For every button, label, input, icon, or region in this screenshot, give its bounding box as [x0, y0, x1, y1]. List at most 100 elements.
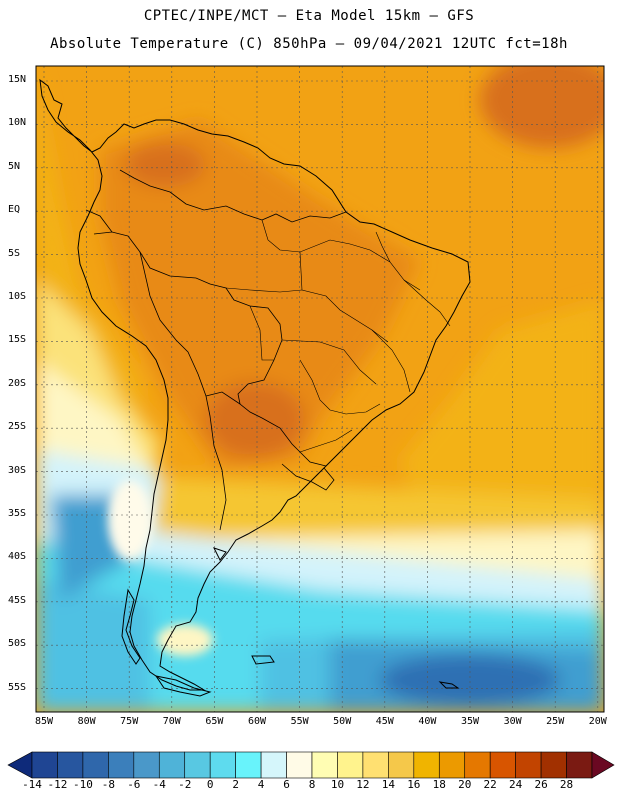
colorbar-segment — [286, 751, 313, 779]
lon-label: 20W — [588, 716, 607, 727]
colorbar-segment — [388, 751, 415, 779]
colorbar-segment — [464, 751, 491, 779]
colorbar-tick-label: 14 — [381, 778, 395, 791]
border-peru-bolivia-argentina — [139, 251, 227, 531]
states-north — [261, 219, 421, 291]
valdes-peninsula — [213, 547, 227, 561]
colorbar-high-arrow — [591, 751, 615, 779]
lat-label: 25S — [8, 421, 27, 433]
colorbar-segment — [108, 751, 135, 779]
colorbar-segment — [235, 751, 262, 779]
lat-label: 55S — [8, 681, 27, 693]
colorbar — [7, 751, 615, 779]
lat-label: 5S — [8, 247, 21, 259]
tierra-del-fuego — [154, 675, 212, 697]
lat-label: 35S — [8, 508, 27, 519]
country-borders — [85, 169, 347, 531]
border-guianas — [261, 211, 347, 223]
colorbar-segment — [260, 751, 287, 779]
colorbar-segment — [133, 751, 160, 779]
field-west-cream — [36, 360, 150, 480]
states-mato-grosso — [249, 305, 274, 361]
states-amazonas-para — [225, 287, 303, 293]
lon-label: 55W — [290, 716, 309, 727]
lon-label: 75W — [120, 716, 139, 727]
border-ecuador — [85, 209, 113, 233]
lon-label: 40W — [418, 716, 437, 727]
lon-label: 50W — [333, 716, 352, 727]
lon-label: 65W — [205, 716, 224, 727]
states-goias — [281, 339, 377, 385]
states-south — [299, 429, 353, 453]
lat-label: 15S — [8, 334, 27, 346]
field-warm-continent — [100, 120, 420, 470]
field-cream-patagonia — [157, 624, 213, 656]
colorbar-tick-label: 10 — [330, 778, 345, 791]
field-darkblue-core — [380, 654, 560, 706]
lon-label: 60W — [247, 716, 267, 727]
lat-label: 10N — [8, 117, 27, 129]
lat-label: EQ — [8, 204, 21, 216]
colorbar-segment — [158, 751, 186, 779]
states-southeast — [299, 359, 381, 415]
colorbar-tick-label: 4 — [257, 778, 265, 791]
south-georgia — [438, 681, 460, 689]
colorbar-tick-label: 20 — [458, 778, 472, 791]
colorbar-tick-label: 0 — [206, 778, 214, 791]
colorbar-segment — [209, 751, 236, 779]
colorbar-segment — [311, 751, 338, 779]
chart-subtitle: Absolute Temperature (C) 850hPa – 09/04/… — [50, 36, 568, 52]
colorbar-segment — [31, 751, 58, 779]
colorbar-tick-label: 8 — [308, 778, 316, 791]
colorbar-tick-label: 16 — [407, 778, 421, 791]
colorbar-tick-label: 12 — [356, 778, 370, 791]
states-maranhao — [375, 231, 391, 263]
lat-label: 40S — [8, 551, 27, 563]
field-hot-venezuela — [125, 143, 205, 187]
lat-label: 45S — [8, 594, 27, 606]
colorbar-tick-label: -6 — [127, 778, 141, 791]
states-northeast — [403, 279, 451, 327]
border-uruguay — [281, 463, 335, 491]
colorbar-tick-label: 26 — [534, 778, 548, 791]
lat-label: 50S — [8, 638, 27, 650]
colorbar-segment — [438, 751, 466, 779]
state-borders — [225, 219, 451, 453]
south-america-coast — [39, 78, 471, 691]
colorbar-segment — [566, 751, 593, 779]
field-lightblue-west — [36, 580, 150, 712]
border-brazil-west — [93, 231, 327, 467]
field-hot-paraguay — [205, 382, 305, 458]
field-hot-northeast — [480, 66, 604, 148]
plot-frame — [35, 65, 605, 713]
chile-fjords — [121, 588, 141, 665]
lon-label: 85W — [34, 716, 54, 727]
colorbar-segment — [362, 751, 389, 779]
field-white-chile — [108, 480, 152, 560]
lon-label: 35W — [460, 716, 480, 727]
colorbar-tick-label: 18 — [432, 778, 446, 791]
lat-label: 30S — [8, 464, 27, 476]
colorbar-tick-label: -8 — [101, 778, 115, 791]
colorbar-segment — [489, 751, 516, 779]
temperature-field — [36, 66, 604, 712]
colorbar-segment — [57, 751, 84, 779]
border-venezuela-colombia — [119, 169, 263, 221]
colorbar-tick-label: -10 — [72, 778, 93, 791]
lon-label: 30W — [503, 716, 522, 727]
chart-title: CPTEC/INPE/MCT – Eta Model 15km – GFS — [143, 8, 475, 24]
colorbar-segment — [82, 751, 109, 779]
lat-label: 20S — [8, 377, 27, 389]
falkland-islands — [251, 655, 275, 665]
lon-label: 45W — [375, 716, 394, 727]
colorbar-segment — [184, 751, 211, 779]
lat-label: 10S — [8, 291, 27, 302]
lat-label: 15N — [8, 74, 27, 85]
lon-label: 80W — [77, 716, 96, 727]
colorbar-segment — [337, 751, 364, 779]
lon-label: 70W — [162, 716, 181, 727]
coastlines — [39, 78, 471, 697]
colorbar-segment — [540, 751, 567, 779]
colorbar-tick-label: -14 — [22, 778, 42, 791]
